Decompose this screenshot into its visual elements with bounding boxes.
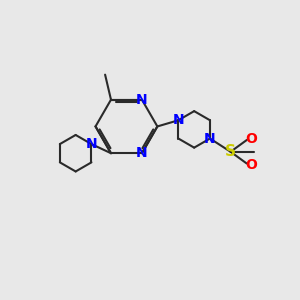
Text: N: N — [172, 113, 184, 127]
Text: O: O — [245, 131, 257, 146]
Text: N: N — [204, 131, 216, 146]
Text: O: O — [245, 158, 257, 172]
Text: N: N — [86, 137, 97, 151]
Text: S: S — [225, 144, 236, 159]
Text: N: N — [136, 146, 148, 160]
Text: N: N — [136, 93, 148, 107]
